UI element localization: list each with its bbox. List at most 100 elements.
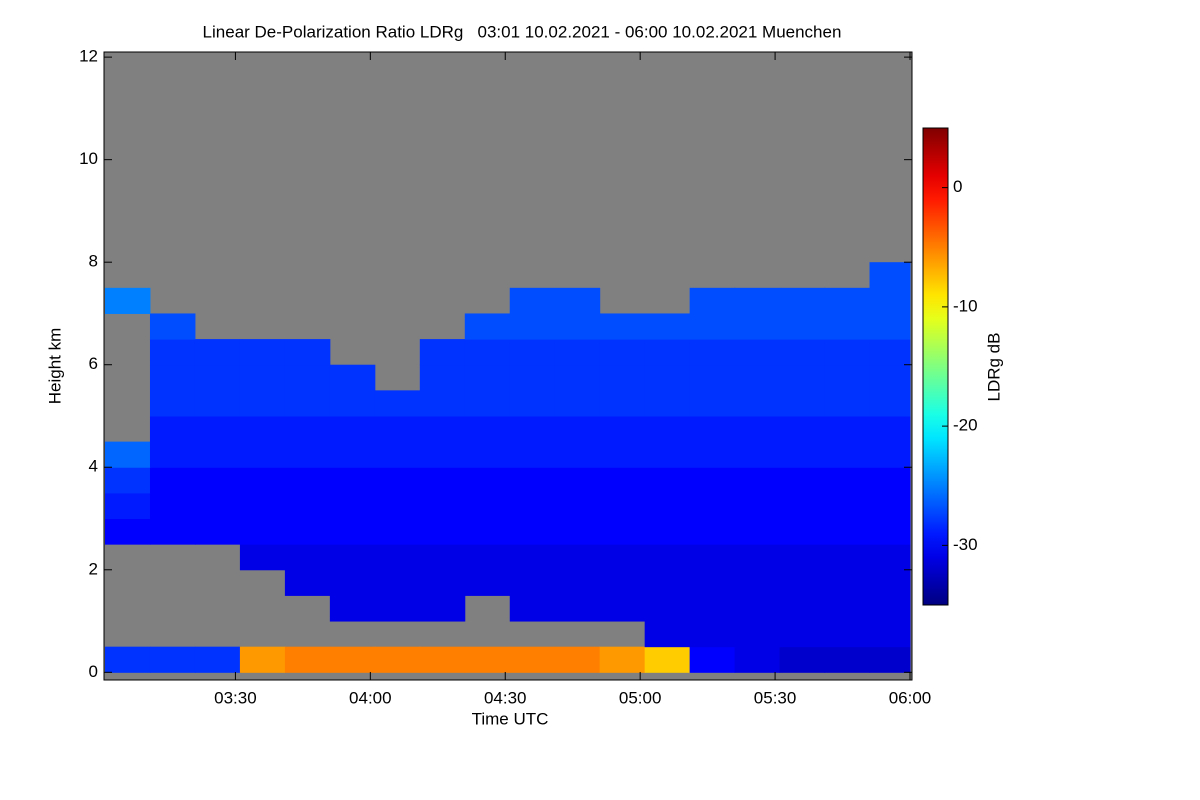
heatmap-cell <box>194 646 241 673</box>
heatmap-cell <box>419 646 466 673</box>
heatmap-cell <box>194 492 241 520</box>
heatmap-cell <box>824 492 871 520</box>
heatmap-cell <box>554 415 601 443</box>
heatmap-cell <box>329 544 376 571</box>
heatmap-cell <box>869 287 911 314</box>
heatmap-cell <box>149 467 196 494</box>
heatmap-cell <box>824 287 871 314</box>
heatmap-cell <box>284 339 331 366</box>
heatmap-cell <box>779 415 826 443</box>
heatmap-cell <box>599 364 646 391</box>
heatmap-cell <box>734 415 781 443</box>
heatmap-cell <box>734 441 781 468</box>
heatmap-cell <box>284 518 331 545</box>
heatmap-cell <box>284 646 331 673</box>
heatmap-cell <box>689 313 736 340</box>
heatmap-cell <box>689 569 736 596</box>
heatmap-cell <box>284 569 331 596</box>
y-tick-label: 0 <box>89 662 98 681</box>
heatmap-cell <box>644 441 691 468</box>
heatmap-cell <box>509 467 556 494</box>
heatmap-cell <box>644 364 691 391</box>
heatmap-cell <box>464 415 511 443</box>
heatmap-cell <box>689 492 736 520</box>
heatmap-cell <box>824 339 871 366</box>
heatmap-cell <box>149 339 196 366</box>
heatmap-cell <box>509 339 556 366</box>
heatmap-cell <box>779 621 826 648</box>
heatmap-cell <box>419 415 466 443</box>
heatmap-cell <box>689 441 736 468</box>
heatmap-cell <box>734 518 781 545</box>
heatmap-cell <box>779 441 826 468</box>
heatmap-cell <box>554 646 601 673</box>
heatmap-cell <box>464 467 511 494</box>
heatmap-cell <box>869 518 911 545</box>
heatmap-cell <box>599 569 646 596</box>
heatmap-cell <box>194 390 241 417</box>
heatmap-cell <box>149 415 196 443</box>
heatmap-cell <box>329 646 376 673</box>
heatmap-cell <box>464 339 511 366</box>
heatmap-cell <box>374 544 421 571</box>
heatmap-cell <box>689 544 736 571</box>
heatmap-cell <box>464 364 511 391</box>
heatmap-cell <box>689 518 736 545</box>
heatmap-cell <box>105 518 151 545</box>
heatmap-cell <box>464 313 511 340</box>
heatmap-cell <box>374 595 421 622</box>
heatmap-cell <box>419 595 466 622</box>
heatmap-cell <box>374 390 421 417</box>
heatmap-cell <box>824 646 871 673</box>
heatmap-cell <box>105 287 151 314</box>
heatmap-cell <box>419 441 466 468</box>
heatmap-cell <box>329 364 376 391</box>
heatmap-cell <box>734 390 781 417</box>
heatmap-cell <box>464 441 511 468</box>
heatmap-cell <box>644 646 691 673</box>
heatmap-cell <box>464 544 511 571</box>
heatmap-cell <box>599 595 646 622</box>
x-tick-label: 03:30 <box>214 688 257 707</box>
x-tick-label: 04:00 <box>349 688 392 707</box>
heatmap-cell <box>194 364 241 391</box>
heatmap-cell <box>599 518 646 545</box>
heatmap-cell <box>149 518 196 545</box>
heatmap-cell <box>554 390 601 417</box>
heatmap-cell <box>869 569 911 596</box>
heatmap-cell <box>869 390 911 417</box>
heatmap-cell <box>329 518 376 545</box>
heatmap-cell <box>509 364 556 391</box>
heatmap-cell <box>734 621 781 648</box>
heatmap-cell <box>419 544 466 571</box>
heatmap-cell <box>284 441 331 468</box>
heatmap-cell <box>779 518 826 545</box>
heatmap-cell <box>689 390 736 417</box>
heatmap-cell <box>329 569 376 596</box>
heatmap-cell <box>194 467 241 494</box>
heatmap-cell <box>284 390 331 417</box>
heatmap-cell <box>779 313 826 340</box>
heatmap-cell <box>689 646 736 673</box>
heatmap-cell <box>599 441 646 468</box>
y-tick-label: 12 <box>79 47 98 66</box>
heatmap-cell <box>869 492 911 520</box>
heatmap-cell <box>329 595 376 622</box>
heatmap-cell <box>689 467 736 494</box>
colorbar-tick-label: 0 <box>953 177 962 196</box>
colorbar-tick-label: -20 <box>953 416 978 435</box>
heatmap-cell <box>554 339 601 366</box>
heatmap-cell <box>869 415 911 443</box>
heatmap-cell <box>105 646 151 673</box>
heatmap-cell <box>464 492 511 520</box>
heatmap-cell <box>284 364 331 391</box>
heatmap-cell <box>149 441 196 468</box>
heatmap-cell <box>869 441 911 468</box>
heatmap-cell <box>644 569 691 596</box>
heatmap-cell <box>689 415 736 443</box>
heatmap-cell <box>239 364 286 391</box>
colorbar-label: LDRg dB <box>984 333 1003 402</box>
heatmap-cell <box>194 415 241 443</box>
heatmap-cell <box>239 467 286 494</box>
heatmap-cell <box>419 467 466 494</box>
